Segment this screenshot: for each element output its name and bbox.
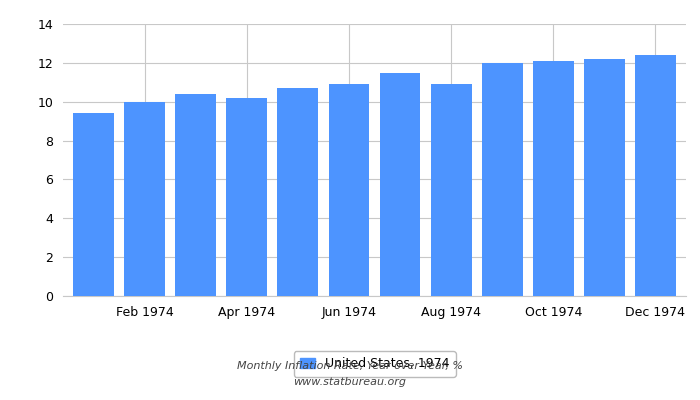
Legend: United States, 1974: United States, 1974 — [293, 351, 456, 377]
Bar — [584, 59, 624, 296]
Bar — [175, 94, 216, 296]
Text: Monthly Inflation Rate, Year over Year, %: Monthly Inflation Rate, Year over Year, … — [237, 361, 463, 371]
Text: www.statbureau.org: www.statbureau.org — [293, 377, 407, 387]
Bar — [125, 102, 165, 296]
Bar — [430, 84, 472, 296]
Bar — [379, 72, 421, 296]
Bar — [328, 84, 370, 296]
Bar — [482, 63, 523, 296]
Bar — [533, 61, 574, 296]
Bar — [226, 98, 267, 296]
Bar — [74, 113, 114, 296]
Bar — [277, 88, 318, 296]
Bar — [635, 55, 675, 296]
